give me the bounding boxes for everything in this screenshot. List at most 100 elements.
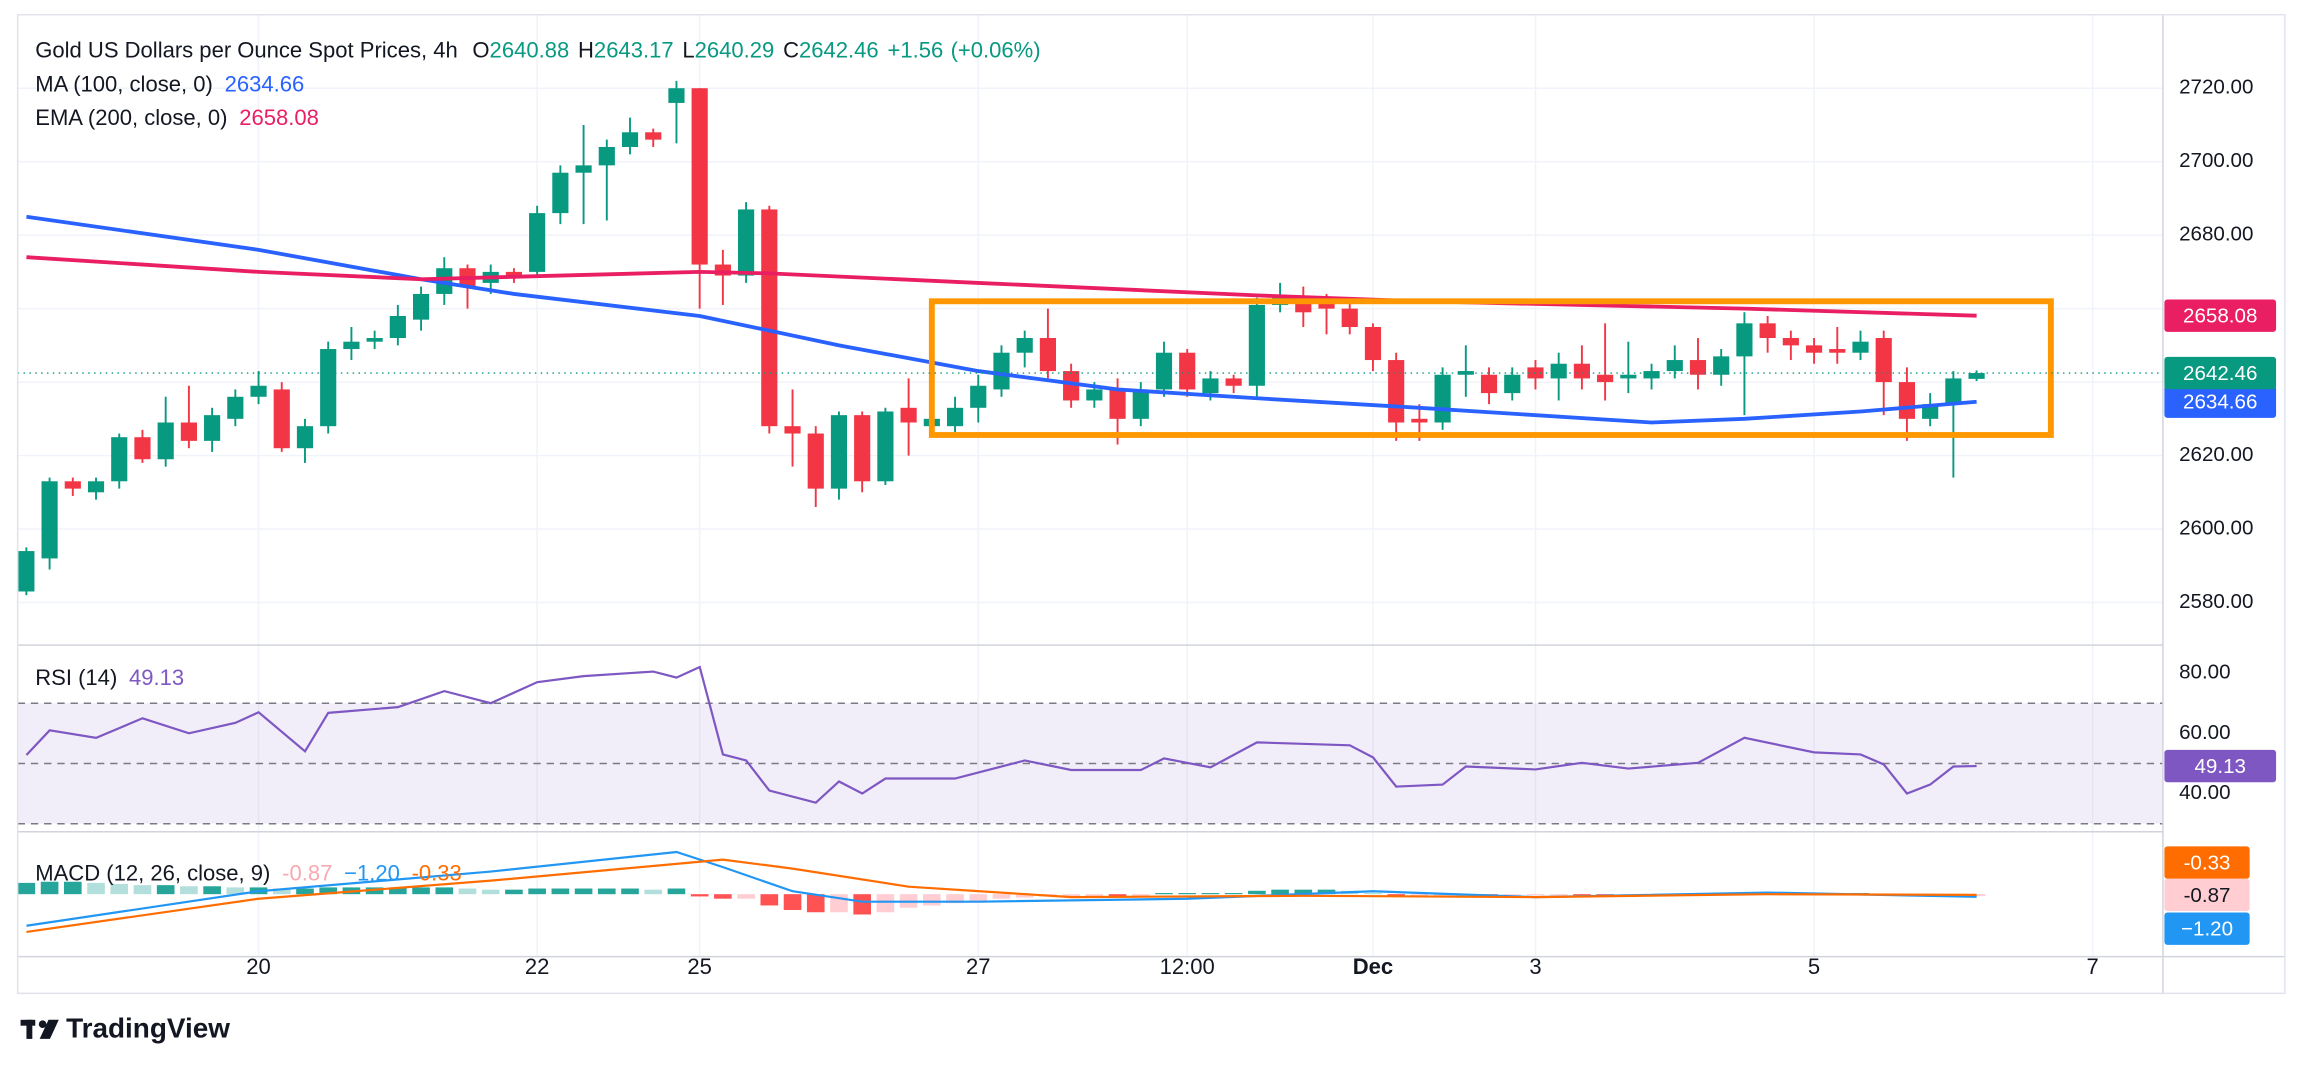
ohlc-key: H — [578, 37, 594, 62]
ohlc-key: C — [783, 37, 799, 62]
rsi-badge-label: 49.13 — [2195, 755, 2246, 778]
legend: Gold US Dollars per Ounce Spot Prices, 4… — [35, 37, 1040, 885]
candle-body — [1736, 323, 1753, 357]
candle-body — [1248, 304, 1265, 386]
ohlc-value: 2642.46 — [799, 37, 879, 62]
candle-body — [18, 551, 35, 592]
macd-histogram-bar — [946, 894, 964, 904]
y-tick-label: 40.00 — [2179, 781, 2230, 804]
chart-border — [16, 14, 2286, 995]
brand-name: TradingView — [66, 1012, 230, 1043]
x-tick-label: 12:00 — [1160, 954, 1215, 979]
macd-histogram-bar — [1178, 893, 1197, 895]
macd-histogram-bar — [621, 888, 639, 895]
x-tick-label: 27 — [966, 954, 991, 979]
candle-body — [320, 349, 337, 427]
rsi-badge — [2164, 749, 2277, 783]
candle-body — [180, 422, 197, 441]
ohlc-value: 2640.29 — [695, 37, 775, 62]
candle-body — [389, 315, 406, 339]
candle-body — [575, 165, 592, 173]
ohlc-key: O — [472, 37, 489, 62]
candle-body — [877, 411, 894, 482]
range-box — [928, 298, 2054, 438]
moving-average-line — [26, 255, 1977, 318]
macd-histogram-bar — [389, 887, 407, 895]
macd-histogram-bar — [203, 886, 221, 895]
candle-body — [1852, 341, 1869, 353]
candle-body — [552, 172, 569, 214]
macd-histogram-bar — [992, 894, 1011, 899]
candle-body — [1411, 418, 1428, 423]
macd-histogram-bar — [690, 894, 709, 897]
macd-histogram-bar — [180, 886, 198, 895]
candle-body — [1504, 374, 1521, 394]
indicator-name: MACD (12, 26, close, 9) — [35, 860, 270, 885]
macd-histogram-bar — [435, 887, 454, 895]
macd-histogram-bar — [923, 894, 941, 906]
candle-body — [204, 415, 221, 441]
macd-histogram-bar — [783, 894, 802, 910]
candle-body — [621, 132, 639, 147]
macd-histogram-bar — [87, 882, 105, 895]
macd-histogram-bar — [1433, 894, 1452, 896]
candle-body — [1388, 360, 1405, 423]
candle-body — [1225, 378, 1242, 386]
candle-body — [1550, 363, 1567, 379]
macd-badge — [2164, 878, 2250, 912]
frame — [16, 14, 2286, 995]
x-tick-label: 22 — [525, 954, 550, 979]
candle-body — [691, 88, 708, 265]
candle-body — [970, 385, 987, 408]
logo-shape — [26, 1019, 33, 1039]
logo-shape — [38, 1020, 47, 1029]
candle-body — [714, 264, 731, 276]
macd-histogram-bar — [156, 885, 175, 895]
axes: 20 22 25 27 12:00 Dec 3 5 7 2580.00 2600.00 2620.00… — [246, 76, 2277, 979]
candle-body — [761, 209, 778, 427]
indicator-value: 49.13 — [129, 665, 184, 690]
candle-body — [1666, 360, 1683, 372]
ma-legend: MA (100, close, 0) 2634.66 — [35, 71, 304, 96]
macd-histogram-bar — [760, 894, 779, 906]
macd-histogram-bar — [574, 888, 593, 895]
indicator-value: -0.33 — [412, 860, 462, 885]
candle-body — [1109, 389, 1126, 419]
indicator-name: EMA (200, close, 0) — [35, 105, 227, 130]
macd-histogram-bar — [597, 888, 616, 895]
chart-title: Gold US Dollars per Ounce Spot Prices, 4… — [35, 37, 457, 62]
macd-histogram-bar — [1015, 894, 1034, 898]
indicator-name: RSI (14) — [35, 665, 117, 690]
y-tick-label: 60.00 — [2179, 721, 2230, 744]
y-tick-label: 2580.00 — [2179, 590, 2253, 613]
candle-body — [1620, 374, 1637, 379]
macd-histogram-bar — [1271, 889, 1289, 895]
candle-body — [1945, 378, 1962, 405]
candle-body — [505, 271, 523, 276]
candle-body — [1202, 378, 1219, 394]
macd-histogram-bar — [133, 885, 152, 895]
candle-body — [1782, 338, 1799, 346]
candle-body — [1016, 338, 1033, 353]
y-tick-label: 2600.00 — [2179, 516, 2253, 539]
macd-histogram-bar — [40, 881, 59, 895]
candle-body — [1341, 308, 1358, 327]
macd-badge-label: −1.20 — [2181, 918, 2233, 941]
macd-histogram-bar — [551, 888, 570, 895]
indicator-name: MA (100, close, 0) — [35, 71, 213, 96]
x-tick-label: 7 — [2087, 954, 2099, 979]
macd-histogram-bar — [1549, 894, 1568, 896]
candle-body — [1364, 326, 1382, 361]
macd-histogram-bar — [1317, 889, 1336, 895]
candle-body — [1713, 356, 1730, 375]
candle-body — [87, 481, 105, 493]
macd-histogram-bar — [969, 894, 988, 901]
candle-body — [1968, 373, 1985, 379]
candle-body — [645, 132, 662, 140]
macd-histogram-bar — [1062, 894, 1080, 897]
macd-histogram-bar — [458, 888, 477, 895]
candle-body — [1179, 352, 1196, 390]
candle-body — [784, 426, 801, 434]
